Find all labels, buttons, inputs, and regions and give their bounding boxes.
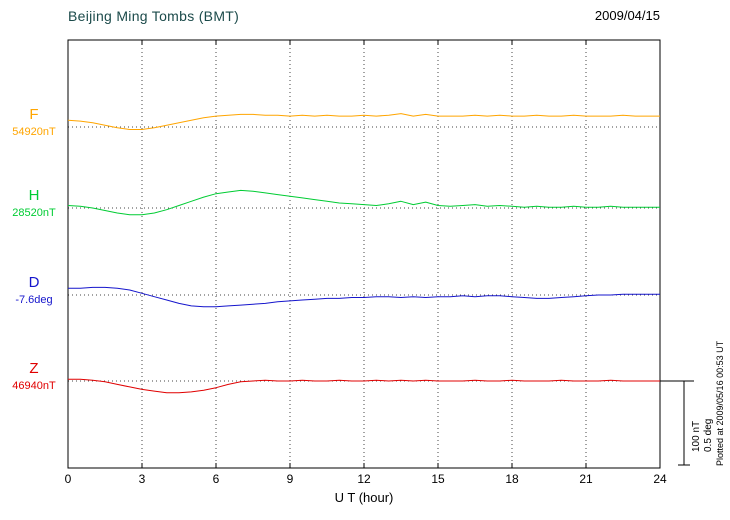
trace-D: [68, 286, 660, 308]
series-letter-h: H: [28, 187, 40, 204]
series-label-f: F 54920nT: [4, 107, 64, 138]
series-value-z: 46940nT: [12, 379, 56, 392]
series-value-h: 28520nT: [12, 206, 56, 219]
page-title: Beijing Ming Tombs (BMT): [68, 8, 240, 24]
date-label: 2009/04/15: [594, 8, 660, 23]
x-axis-label: U T (hour): [334, 490, 394, 505]
plot-frame: [67, 39, 661, 469]
series-value-f: 54920nT: [12, 125, 56, 138]
series-label-z: Z 46940nT: [4, 361, 64, 392]
series-value-d: -7.6deg: [15, 293, 53, 306]
series-letter-z: Z: [29, 360, 39, 377]
trace-Z: [68, 378, 660, 394]
series-label-d: D -7.6deg: [4, 275, 64, 306]
series-letter-f: F: [29, 106, 39, 123]
series-letter-d: D: [28, 274, 40, 291]
trace-H: [67, 189, 660, 216]
series-label-h: H 28520nT: [4, 188, 64, 219]
scalebar-deg-label: 0.5 deg: [703, 418, 714, 452]
trace-F: [67, 113, 660, 130]
scalebar-nt-label: 100 nT: [691, 420, 702, 452]
plotted-at-note: Plotted at 2009/05/16 00:53 UT: [715, 340, 725, 466]
